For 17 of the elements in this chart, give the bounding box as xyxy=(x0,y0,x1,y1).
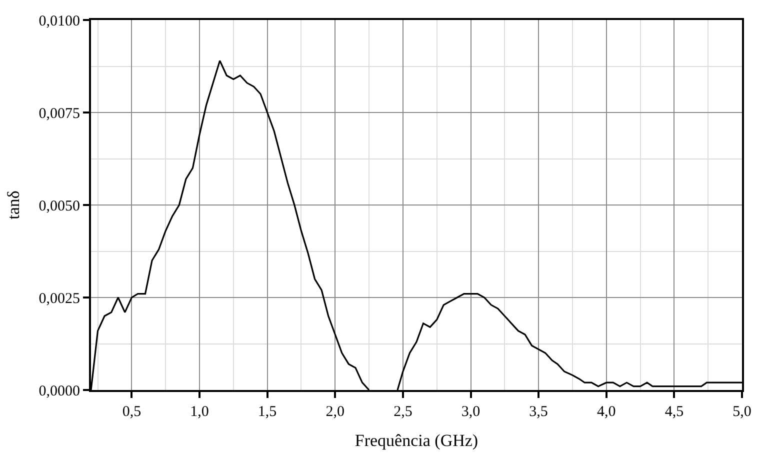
x-axis-title: Frequência (GHz) xyxy=(354,430,478,450)
y-axis-title: tanδ xyxy=(4,190,23,220)
y-tick-label: 0,0025 xyxy=(38,290,80,307)
y-tick-label: 0,0000 xyxy=(38,383,80,400)
x-tick-label: 1,5 xyxy=(258,404,277,420)
x-tick-label: 2,5 xyxy=(394,404,412,420)
x-tick-label: 0,5 xyxy=(122,404,142,420)
x-tick-label: 2,0 xyxy=(326,404,345,420)
y-tick-label: 0,0050 xyxy=(38,198,80,214)
x-tick-label: 4,5 xyxy=(664,404,684,420)
y-tick-label: 0,0100 xyxy=(38,13,80,30)
x-tick-label: 3,5 xyxy=(529,404,548,420)
x-tick-label: 5,0 xyxy=(732,404,752,420)
y-tick-label: 0,0075 xyxy=(38,106,80,122)
x-tick-label: 1,0 xyxy=(190,404,209,420)
x-tick-label: 3,0 xyxy=(461,404,480,420)
x-tick-label: 4,0 xyxy=(597,404,616,420)
